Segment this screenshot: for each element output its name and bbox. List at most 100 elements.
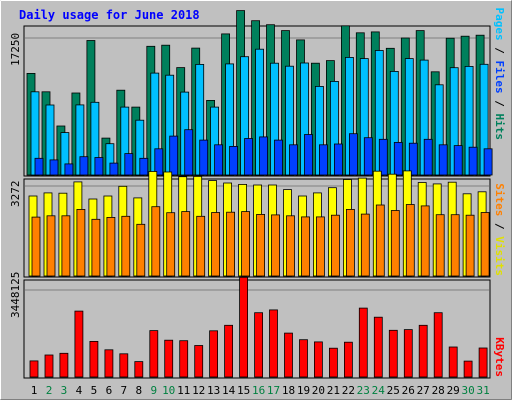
hfp-pages-bar-day-8 <box>139 157 149 176</box>
day-label-30: 30 <box>461 384 474 397</box>
legend-visits: Visits <box>493 236 506 276</box>
kb-kbytes-bar-day-6 <box>104 349 114 378</box>
day-label-3: 3 <box>61 384 68 397</box>
day-label-25: 25 <box>387 384 400 397</box>
kb-kbytes-bar-day-31 <box>478 347 488 378</box>
hfp-pages-bar-day-17 <box>274 139 283 176</box>
hfp-pages-bar-day-18 <box>289 144 298 176</box>
vs-sites-bar-day-31 <box>480 212 490 277</box>
day-label-22: 22 <box>342 384 355 397</box>
legend-visits-sites: Sites / Visits <box>493 183 506 276</box>
hfp-pages-bar-day-11 <box>184 129 194 176</box>
vs-sites-bar-day-3 <box>61 215 71 277</box>
kb-kbytes-bar-day-11 <box>179 340 189 378</box>
day-label-17: 17 <box>267 384 280 397</box>
hfp-pages-bar-day-14 <box>229 145 239 176</box>
vs-sites-bar-day-19 <box>301 216 310 277</box>
hfp-pages-bar-day-25 <box>393 141 403 176</box>
legend-hits: Hits <box>493 114 506 141</box>
vs-sites-bar-day-13 <box>211 212 221 277</box>
kb-kbytes-bar-day-18 <box>284 332 293 378</box>
legend-pages: Pages <box>493 8 506 41</box>
legend-sep-1: / <box>493 47 506 60</box>
vs-sites-bar-day-30 <box>465 214 475 277</box>
day-label-8: 8 <box>135 384 142 397</box>
vs-sites-bar-day-15 <box>241 211 251 277</box>
day-label-10: 10 <box>162 384 175 397</box>
vs-sites-bar-day-5 <box>91 218 101 277</box>
hfp-pages-bar-day-9 <box>154 148 164 176</box>
kb-kbytes-bar-day-27 <box>418 324 428 378</box>
plot-hits-files-pages <box>25 10 493 176</box>
legend-sep-3: / <box>493 223 506 236</box>
day-label-6: 6 <box>106 384 113 397</box>
kb-kbytes-bar-day-26 <box>403 329 413 378</box>
vs-sites-bar-day-14 <box>226 211 236 277</box>
hfp-pages-bar-day-24 <box>378 138 388 176</box>
kb-kbytes-bar-day-16 <box>254 312 264 378</box>
hfp-pages-bar-day-12 <box>199 139 209 176</box>
kb-kbytes-bar-day-12 <box>194 345 204 378</box>
hfp-pages-bar-day-10 <box>169 135 179 176</box>
kb-kbytes-bar-day-15 <box>239 276 249 378</box>
day-label-19: 19 <box>297 384 310 397</box>
day-label-23: 23 <box>357 384 370 397</box>
day-label-13: 13 <box>207 384 220 397</box>
day-label-12: 12 <box>192 384 205 397</box>
day-label-14: 14 <box>222 384 236 397</box>
hfp-pages-bar-day-21 <box>333 143 343 176</box>
day-label-15: 15 <box>237 384 250 397</box>
vs-sites-bar-day-1 <box>31 216 41 277</box>
vs-sites-bar-day-18 <box>286 215 295 277</box>
day-label-18: 18 <box>282 384 295 397</box>
ytick-kbytes: 3448125 <box>9 272 22 318</box>
hfp-pages-bar-day-16 <box>259 136 269 176</box>
legend-sep-2: / <box>493 100 506 113</box>
vs-sites-bar-day-21 <box>330 214 340 277</box>
day-label-20: 20 <box>312 384 325 397</box>
hfp-pages-bar-day-22 <box>348 133 358 176</box>
kb-kbytes-bar-day-4 <box>74 310 84 378</box>
vs-sites-bar-day-4 <box>76 208 86 277</box>
vs-sites-bar-day-12 <box>196 215 206 277</box>
vs-sites-bar-day-27 <box>420 205 430 277</box>
hfp-pages-bar-day-3 <box>64 163 74 176</box>
ytick-visits-sites: 3272 <box>9 181 22 208</box>
kb-kbytes-bar-day-22 <box>343 341 353 378</box>
kb-kbytes-bar-day-7 <box>119 353 129 378</box>
day-label-28: 28 <box>432 384 445 397</box>
kb-kbytes-bar-day-20 <box>313 341 323 378</box>
day-label-24: 24 <box>372 384 386 397</box>
vs-sites-bar-day-22 <box>345 208 355 277</box>
vs-sites-bar-day-20 <box>315 216 325 277</box>
kb-kbytes-bar-day-25 <box>388 329 398 378</box>
legend-files: Files <box>493 61 506 94</box>
kb-kbytes-bar-day-14 <box>224 324 234 378</box>
vs-sites-bar-day-23 <box>360 213 370 277</box>
day-label-16: 16 <box>252 384 265 397</box>
kb-kbytes-bar-day-28 <box>433 312 443 378</box>
plot-kbytes <box>25 276 489 378</box>
hfp-pages-bar-day-7 <box>124 153 134 176</box>
legend-hits-files-pages: Pages / Files / Hits <box>493 8 506 141</box>
ytick-hits-files-pages: 17250 <box>9 33 22 66</box>
kb-kbytes-bar-day-8 <box>134 361 144 378</box>
day-label-1: 1 <box>31 384 38 397</box>
hfp-pages-bar-day-19 <box>304 134 313 176</box>
hfp-pages-bar-day-6 <box>109 162 119 176</box>
day-label-7: 7 <box>120 384 127 397</box>
vs-sites-bar-day-8 <box>136 223 146 277</box>
vs-sites-bar-day-10 <box>166 212 176 277</box>
kb-kbytes-bar-day-29 <box>448 346 458 378</box>
day-label-9: 9 <box>150 384 157 397</box>
hfp-pages-bar-day-1 <box>34 157 44 176</box>
hfp-pages-bar-day-20 <box>318 144 328 176</box>
day-label-11: 11 <box>177 384 190 397</box>
kb-kbytes-bar-day-5 <box>89 340 99 378</box>
hfp-pages-bar-day-4 <box>79 156 89 176</box>
kb-kbytes-bar-day-30 <box>463 360 473 378</box>
vs-sites-bar-day-26 <box>405 204 415 277</box>
vs-sites-bar-day-25 <box>390 210 400 277</box>
hfp-pages-bar-day-28 <box>438 144 448 176</box>
